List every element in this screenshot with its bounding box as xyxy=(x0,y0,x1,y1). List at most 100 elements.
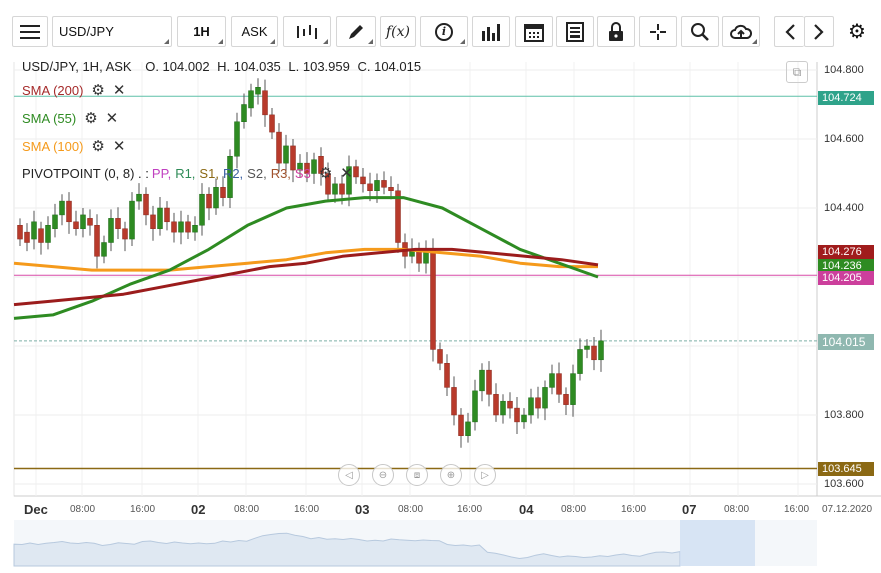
gear-icon[interactable]: ⚙ xyxy=(318,165,333,182)
zoom-out-button[interactable]: ⊖ xyxy=(372,464,394,486)
layout-icon xyxy=(566,21,584,42)
candle-body xyxy=(542,387,548,409)
candle-body xyxy=(577,349,583,374)
chart-frame xyxy=(13,55,818,497)
legend-sma-55[interactable]: SMA (55) ⚙ ✕ xyxy=(22,111,118,126)
time-axis-label: 16:00 xyxy=(621,504,647,515)
candle-body xyxy=(521,414,527,423)
candle-body xyxy=(563,394,569,405)
navigator-selection[interactable] xyxy=(680,520,755,566)
dropdown-triangle-icon xyxy=(164,39,169,44)
price-axis-label: 103.800 xyxy=(824,409,864,421)
settings-button[interactable]: ⚙ xyxy=(842,16,872,47)
candle-body xyxy=(206,193,212,209)
legend-sma-200[interactable]: SMA (200) ⚙ ✕ xyxy=(22,83,125,98)
expand-chart-button[interactable]: ⧉ xyxy=(786,61,808,83)
cloud-upload-button[interactable] xyxy=(722,16,760,47)
candle-body xyxy=(584,345,590,350)
candle-body xyxy=(234,121,240,157)
candle-body xyxy=(73,221,79,229)
indicators-button[interactable] xyxy=(283,16,331,47)
menu-lines xyxy=(20,24,40,39)
function-button[interactable]: f(x) xyxy=(380,16,416,47)
candle-body xyxy=(115,218,121,229)
crosshair-icon xyxy=(650,23,666,40)
time-axis-label: 16:00 xyxy=(294,504,320,515)
gear-icon[interactable]: ⚙ xyxy=(91,138,105,155)
calendar-button[interactable] xyxy=(515,16,553,47)
info-button[interactable]: i xyxy=(420,16,468,47)
scroll-right-button[interactable] xyxy=(804,16,834,47)
pivot-s1: S1, xyxy=(199,166,219,181)
lock-button[interactable] xyxy=(597,16,635,47)
time-axis-label: 08:00 xyxy=(398,504,424,515)
candle-body xyxy=(374,180,380,191)
candle-body xyxy=(87,218,93,226)
close-icon[interactable]: ✕ xyxy=(105,110,119,127)
time-axis-label: 08:00 xyxy=(724,504,750,515)
zoom-button[interactable] xyxy=(681,16,719,47)
sma-55-line xyxy=(13,196,599,320)
candle-body xyxy=(150,214,156,229)
gear-icon[interactable]: ⚙ xyxy=(84,110,98,127)
price-tag-last: 104.015 xyxy=(818,334,874,350)
candle-body xyxy=(157,207,163,229)
price-axis-label: 104.800 xyxy=(824,64,864,76)
candle-body xyxy=(318,156,324,174)
sma-100-line xyxy=(13,247,598,272)
drawing-pen-icon xyxy=(349,24,363,39)
ohlc-open: O. 104.002 xyxy=(145,59,210,74)
cloud-upload-icon xyxy=(730,24,752,39)
drawing-tools-button[interactable] xyxy=(336,16,376,47)
candle-body xyxy=(591,345,597,361)
grid-lines xyxy=(14,56,817,496)
candle-body xyxy=(17,225,23,240)
symbol-selector[interactable]: USD/JPY xyxy=(52,16,172,47)
toolbar: USD/JPY 1H ASK f(x) i xyxy=(0,0,881,62)
scroll-left-button[interactable] xyxy=(774,16,804,47)
candle-body xyxy=(297,162,303,171)
candle-body xyxy=(80,214,86,229)
price-type-selector[interactable]: ASK xyxy=(231,16,278,47)
candle-body xyxy=(304,162,310,174)
candle-body xyxy=(493,394,499,416)
dropdown-triangle-icon xyxy=(323,39,328,44)
reset-button[interactable]: ⧈ xyxy=(406,464,428,486)
candle-body xyxy=(66,200,72,223)
candle-body xyxy=(220,187,226,198)
legend-sma-100[interactable]: SMA (100) ⚙ ✕ xyxy=(22,139,125,154)
nav-left-button[interactable]: ◁ xyxy=(338,464,360,486)
candle-body xyxy=(255,87,261,95)
candle-body xyxy=(45,225,51,243)
price-tag-s1: 103.645 xyxy=(818,462,874,476)
hamburger-menu-icon[interactable] xyxy=(12,16,48,47)
nav-right-button[interactable]: ▷ xyxy=(474,464,496,486)
nav-right-icon: ▷ xyxy=(481,469,489,481)
close-icon[interactable]: ✕ xyxy=(340,165,353,182)
candle-body xyxy=(185,221,191,233)
chart-type-button[interactable] xyxy=(472,16,510,47)
candle-body xyxy=(430,249,436,350)
candle-body xyxy=(367,183,373,192)
close-icon[interactable]: ✕ xyxy=(112,82,126,99)
close-icon[interactable]: ✕ xyxy=(112,138,126,155)
crosshair-button[interactable] xyxy=(639,16,677,47)
candle-body xyxy=(486,369,492,395)
zoom-in-button[interactable]: ⊕ xyxy=(440,464,462,486)
timeframe-selector[interactable]: 1H xyxy=(177,16,226,47)
time-axis-label: 08:00 xyxy=(234,504,260,515)
ohlc-high: H. 104.035 xyxy=(217,59,281,74)
candle-body xyxy=(24,231,30,243)
candle-body xyxy=(227,156,233,198)
candle-body xyxy=(458,414,464,436)
candle-body xyxy=(129,200,135,240)
layout-button[interactable] xyxy=(556,16,594,47)
legend-pivot-point[interactable]: PIVOTPOINT (0, 8) . : PP, R1, S1, R2, S2… xyxy=(22,166,353,181)
zoom-out-icon: ⊖ xyxy=(378,469,388,481)
ohlc-symbol: USD/JPY, 1H, ASK xyxy=(22,59,132,74)
indicators-icon xyxy=(297,24,317,39)
candle-body xyxy=(381,180,387,188)
gear-icon[interactable]: ⚙ xyxy=(91,82,105,99)
